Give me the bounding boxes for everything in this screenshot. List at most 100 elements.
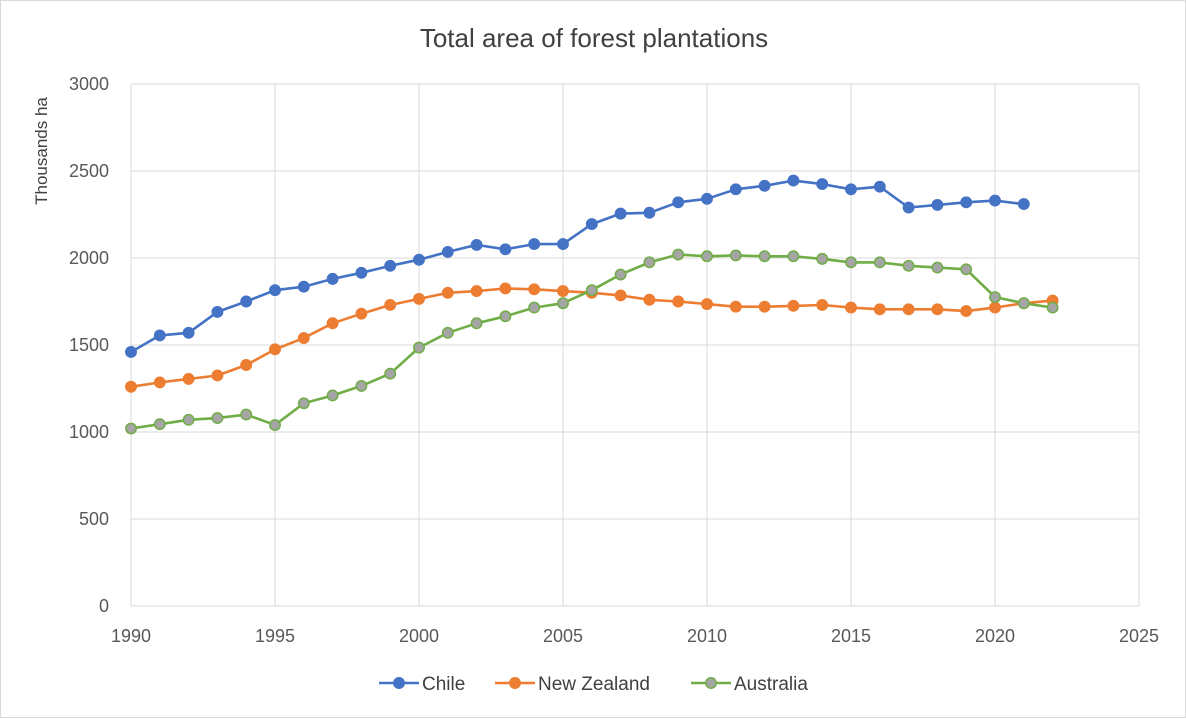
data-point (672, 248, 685, 261)
x-tick-label: 1995 (255, 626, 295, 646)
data-point (672, 295, 685, 308)
data-point (585, 284, 598, 297)
data-point (1046, 301, 1059, 314)
data-point (701, 192, 713, 205)
data-point (989, 301, 1001, 314)
data-point (729, 249, 742, 262)
x-tick-label: 2015 (831, 626, 871, 646)
legend-label: Australia (734, 674, 808, 695)
data-point (931, 303, 944, 316)
data-point (931, 261, 944, 274)
data-point (816, 299, 829, 311)
data-point (125, 380, 137, 393)
data-point (384, 299, 397, 311)
y-tick-label: 0 (99, 596, 109, 616)
data-point (845, 183, 857, 196)
series-layer (125, 174, 1059, 435)
x-tick-label: 2020 (975, 626, 1015, 646)
data-point (153, 376, 166, 389)
data-point (960, 263, 973, 276)
legend: Chile New Zealand Australia (379, 674, 808, 695)
data-point (729, 183, 742, 196)
data-point (211, 369, 224, 382)
legend-marker (393, 677, 405, 689)
data-point (1017, 297, 1030, 310)
data-point (960, 305, 973, 318)
data-point (643, 293, 656, 306)
data-point (873, 180, 886, 193)
series-chile (125, 174, 1030, 358)
data-point (787, 174, 800, 187)
data-point (211, 412, 224, 425)
data-point (614, 289, 627, 302)
data-point (845, 301, 857, 314)
legend-item: Chile (379, 674, 465, 695)
data-point (470, 239, 483, 251)
data-point (326, 317, 339, 330)
data-point (931, 198, 944, 211)
y-tick-label: 2500 (69, 161, 109, 181)
data-point (211, 305, 224, 318)
data-point (413, 253, 425, 266)
data-point (614, 268, 627, 281)
series-australia (125, 248, 1059, 435)
data-point (297, 332, 310, 344)
data-point (701, 298, 713, 311)
data-point (326, 272, 339, 285)
data-point (441, 286, 454, 299)
data-point (1017, 198, 1030, 211)
data-point (240, 295, 253, 308)
data-point (758, 179, 771, 192)
data-point (960, 196, 973, 209)
y-tick-label: 500 (79, 509, 109, 529)
data-point (729, 300, 742, 313)
data-point (845, 256, 857, 269)
data-point (758, 250, 771, 263)
data-point (902, 303, 915, 316)
data-point (269, 284, 281, 297)
data-point (355, 379, 368, 392)
data-point (413, 292, 425, 305)
data-point (182, 372, 195, 385)
data-point (989, 194, 1001, 207)
data-point (787, 250, 800, 263)
y-axis-tick-labels: 0 500 1000 1500 2000 2500 3000 (69, 74, 109, 616)
y-tick-label: 1500 (69, 335, 109, 355)
data-point (902, 259, 915, 272)
data-point (470, 285, 483, 298)
y-tick-label: 3000 (69, 74, 109, 94)
data-point (557, 297, 569, 310)
data-point (240, 359, 253, 371)
data-point (413, 341, 425, 354)
data-point (240, 408, 253, 421)
data-point (787, 299, 800, 312)
legend-marker (509, 677, 521, 689)
data-point (470, 317, 483, 330)
data-point (499, 310, 512, 323)
legend-item: Australia (691, 674, 808, 695)
y-tick-label: 1000 (69, 422, 109, 442)
data-point (355, 266, 368, 279)
legend-label: Chile (422, 674, 465, 695)
data-point (125, 346, 137, 358)
x-tick-label: 1990 (111, 626, 151, 646)
x-tick-label: 2005 (543, 626, 583, 646)
data-point (125, 422, 137, 435)
data-point (153, 329, 166, 342)
data-point (816, 178, 829, 191)
data-point (758, 300, 771, 313)
data-point (643, 206, 656, 219)
data-point (355, 307, 368, 320)
data-point (902, 201, 915, 214)
chart-title: Total area of forest plantations (420, 23, 768, 53)
data-point (499, 243, 512, 256)
data-point (701, 250, 713, 263)
series-line (130, 253, 1053, 430)
data-point (441, 326, 454, 339)
data-point (643, 256, 656, 269)
data-point (989, 291, 1001, 304)
legend-marker (705, 677, 717, 689)
x-tick-label: 2000 (399, 626, 439, 646)
